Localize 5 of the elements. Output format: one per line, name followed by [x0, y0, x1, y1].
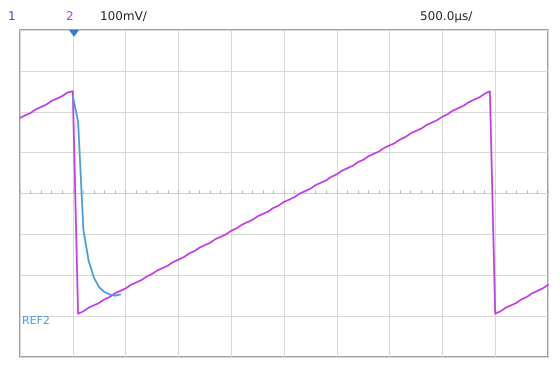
text: 2 [66, 9, 74, 23]
text: 1 [8, 9, 16, 23]
text: 500.0µs/ [420, 9, 472, 23]
text: REF2 [22, 314, 50, 328]
text: 100mV/ [100, 9, 147, 23]
